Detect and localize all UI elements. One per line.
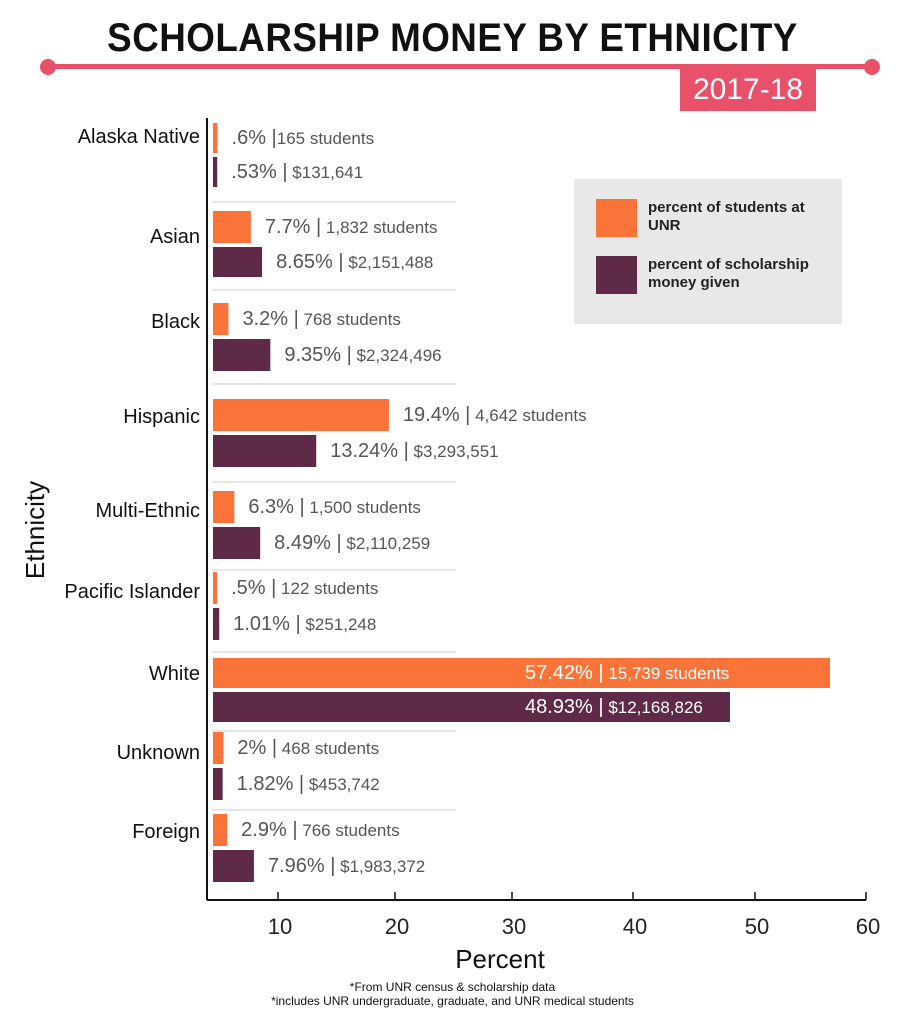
- bar-students: [213, 491, 235, 523]
- legend-swatch-students: [596, 199, 637, 237]
- bar-students: [213, 123, 218, 153]
- data-label-money: 1.82% | $453,742: [237, 773, 380, 795]
- bar-money: [213, 157, 218, 187]
- category-label: Foreign: [132, 821, 200, 843]
- category-label: White: [149, 663, 200, 685]
- data-label-students: 57.42% | 15,739 students: [525, 662, 729, 684]
- footnotes: *From UNR census & scholarship data *inc…: [0, 980, 905, 1008]
- category-label: Asian: [150, 226, 200, 248]
- category-label: Multi-Ethnic: [96, 500, 200, 522]
- data-label-students: .5% | 122 students: [231, 577, 378, 599]
- bar-money: [213, 435, 317, 467]
- category-label: Pacific Islander: [64, 581, 200, 603]
- x-tick-label: 60: [856, 914, 880, 939]
- bar-students: [213, 814, 228, 846]
- bar-money: [213, 339, 271, 371]
- data-label-money: 1.01% | $251,248: [233, 613, 376, 635]
- bar-students: [213, 399, 389, 431]
- rule-dot-right: [864, 59, 880, 75]
- bar-money: [213, 247, 263, 277]
- bar-students: [213, 303, 229, 335]
- bar-students: [213, 732, 224, 764]
- data-label-money: 9.35% | $2,324,496: [284, 344, 441, 366]
- category-label: Unknown: [117, 742, 200, 764]
- data-label-students: 7.7% | 1,832 students: [265, 216, 438, 238]
- x-tick-label: 20: [385, 914, 409, 939]
- legend-label-students: percent of students at UNR: [648, 199, 805, 234]
- data-label-money: 8.65% | $2,151,488: [276, 251, 433, 273]
- bar-students: [213, 572, 218, 604]
- data-label-students: 3.2% | 768 students: [242, 308, 400, 330]
- x-tick-label: 10: [268, 914, 292, 939]
- footnote-source: *From UNR census & scholarship data: [349, 980, 556, 994]
- x-axis-title: Percent: [455, 944, 545, 974]
- chart-title: SCHOLARSHIP MONEY BY ETHNICITY: [107, 16, 798, 60]
- x-tick-label: 40: [623, 914, 647, 939]
- category-label: Black: [151, 311, 201, 333]
- legend-swatch-money: [596, 256, 637, 294]
- data-label-money: 48.93% | $12,168,826: [525, 696, 703, 718]
- data-label-students: 2.9% | 766 students: [241, 819, 399, 841]
- title-rule: [48, 64, 872, 69]
- x-tick-label: 50: [745, 914, 769, 939]
- bar-money: [213, 850, 254, 882]
- legend: percent of students at UNR percent of sc…: [574, 179, 842, 324]
- bar-money: [213, 608, 220, 640]
- legend-label-money: percent of scholarship money given: [648, 256, 809, 291]
- category-label: Alaska Native: [78, 126, 200, 148]
- footnote-scope: *includes UNR undergraduate, graduate, a…: [271, 994, 634, 1008]
- data-label-students: 2% | 468 students: [237, 737, 379, 759]
- data-label-students: 19.4% | 4,642 students: [403, 404, 587, 426]
- year-badge: 2017-18: [680, 69, 816, 111]
- data-label-students: 6.3% | 1,500 students: [248, 496, 421, 518]
- x-tick-label: 30: [502, 914, 526, 939]
- bar-money: [213, 527, 261, 559]
- data-label-money: .53% | $131,641: [231, 161, 363, 183]
- data-label-money: 13.24% | $3,293,551: [330, 440, 498, 462]
- bar-students: [213, 211, 251, 243]
- bar-money: [213, 692, 730, 722]
- data-label-money: 8.49% | $2,110,259: [274, 532, 430, 554]
- data-label-money: 7.96% | $1,983,372: [268, 855, 425, 877]
- bar-students: [213, 658, 830, 688]
- data-label-students: .6% |165 students: [232, 127, 375, 149]
- y-axis-title: Ethnicity: [20, 481, 50, 579]
- bar-money: [213, 768, 223, 800]
- category-label: Hispanic: [123, 406, 200, 428]
